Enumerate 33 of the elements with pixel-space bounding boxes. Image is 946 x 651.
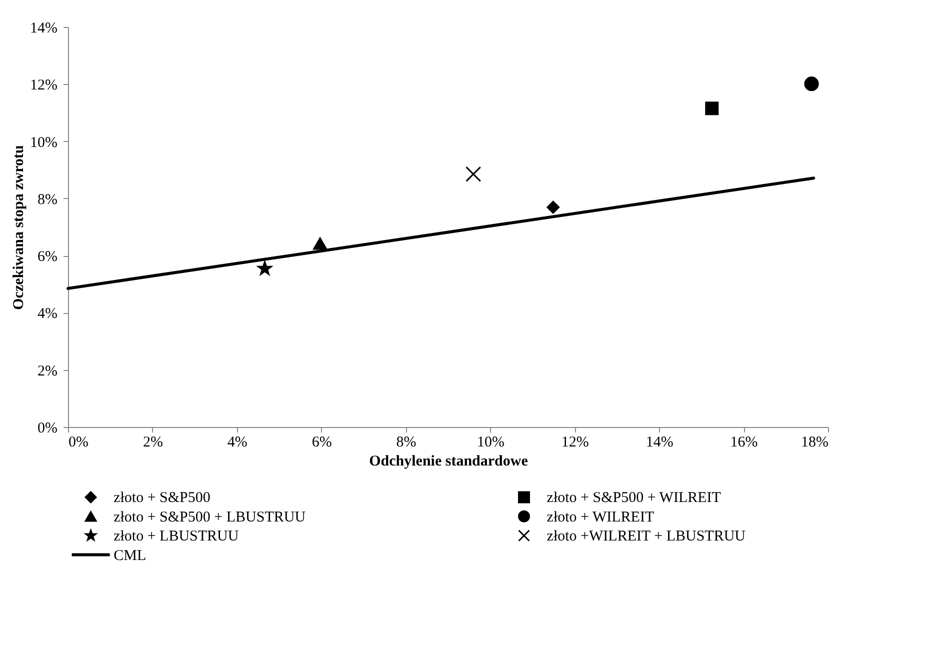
point: [705, 102, 719, 116]
y-tick-label: 10%: [30, 134, 58, 151]
y-tick-label: 2%: [38, 363, 58, 380]
y-tick-label: 8%: [38, 192, 58, 208]
x-tick-label: 14%: [646, 434, 674, 450]
point: [258, 261, 272, 275]
x-tick-label: 2%: [142, 434, 163, 450]
x-tick-label: 16%: [730, 434, 758, 450]
legend-label: złoto + S&P500 + WILREIT: [546, 490, 721, 506]
point: [804, 76, 819, 92]
point: [313, 237, 328, 250]
x-tick-label: 6%: [312, 434, 332, 450]
x-tick-label: 10%: [476, 434, 504, 450]
y-tick-label: 12%: [30, 78, 58, 94]
y-tick-label: 14%: [30, 20, 58, 36]
y-tick-label: 4%: [38, 306, 58, 322]
legend-label: złoto + LBUSTRUU: [114, 528, 239, 545]
x-tick-label: 4%: [227, 434, 248, 450]
legend-label: CML: [114, 548, 146, 564]
legend-label: złoto + WILREIT: [546, 509, 654, 526]
y-axis-title: Oczekiwana stopa zwrotu: [11, 145, 28, 310]
x-tick-label: 0%: [68, 434, 88, 450]
point: [546, 200, 560, 214]
legend-label: złoto +WILREIT + LBUSTRUU: [546, 528, 746, 545]
x-tick-label: 12%: [561, 434, 589, 450]
y-tick-label: 0%: [38, 420, 58, 436]
y-tick-label: 6%: [38, 249, 58, 266]
point: [466, 166, 482, 182]
legend-label: złoto + S&P500: [114, 490, 210, 506]
legend-label: złoto + S&P500 + LBUSTRUU: [114, 509, 306, 526]
x-axis-title: Odchylenie standardowe: [369, 454, 528, 470]
x-tick-label: 8%: [396, 434, 416, 450]
x-tick-label: 18%: [801, 434, 828, 450]
